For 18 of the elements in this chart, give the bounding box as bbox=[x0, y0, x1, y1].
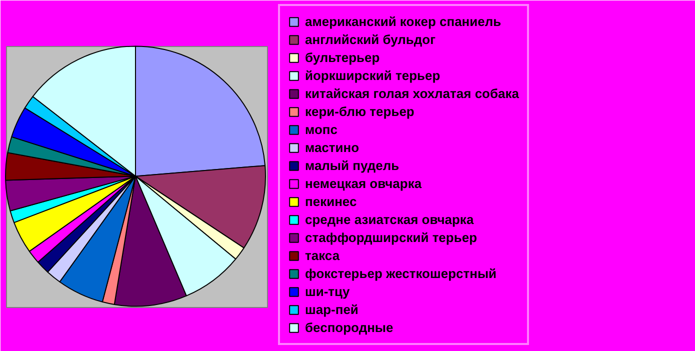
legend-label: ши-тцу bbox=[305, 284, 350, 299]
legend-label: бультерьер bbox=[305, 50, 380, 65]
legend-label: мастино bbox=[305, 140, 360, 155]
legend-label: малый пудель bbox=[305, 158, 400, 173]
legend-label: шар-пей bbox=[305, 302, 358, 317]
legend-label: йоркширский терьер bbox=[305, 68, 440, 83]
legend-label: стаффордширский терьер bbox=[305, 230, 478, 245]
legend-label: китайская голая хохлатая собака bbox=[305, 86, 519, 101]
legend-label: фокстерьер жесткошерстный bbox=[305, 266, 497, 281]
legend-label: немецкая овчарка bbox=[305, 176, 422, 191]
legend-label: английский бульдог bbox=[305, 32, 436, 47]
legend-label: беспородные bbox=[305, 320, 394, 335]
legend-label: мопс bbox=[305, 122, 338, 137]
legend-label: пекинес bbox=[305, 194, 357, 209]
legend-label: кери-блю терьер bbox=[305, 104, 414, 119]
legend-label: американский кокер спаниель bbox=[305, 14, 502, 29]
legend-label: такса bbox=[305, 248, 340, 263]
legend-label: средне азиатская овчарка bbox=[305, 212, 474, 227]
